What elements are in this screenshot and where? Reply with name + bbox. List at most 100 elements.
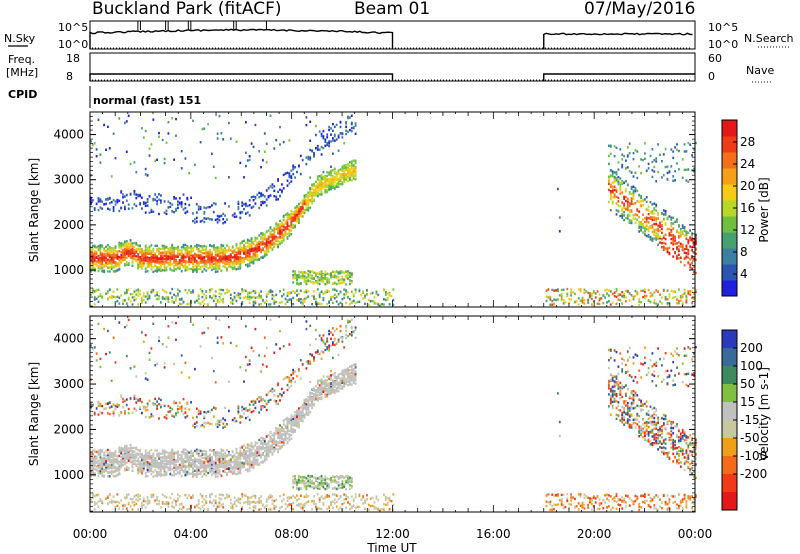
heatmap-cell	[662, 209, 665, 212]
heatmap-cell	[332, 274, 334, 277]
heatmap-cell	[290, 175, 293, 178]
heatmap-cell	[275, 139, 278, 142]
heatmap-cell	[267, 292, 270, 295]
heatmap-cell	[296, 220, 298, 223]
heatmap-cell	[229, 258, 232, 262]
heatmap-cell	[199, 267, 202, 271]
heatmap-cell	[137, 452, 140, 455]
heatmap-cell	[662, 241, 665, 244]
heatmap-cell	[203, 268, 206, 271]
heatmap-cell	[237, 251, 240, 255]
heatmap-cell	[144, 500, 147, 503]
heatmap-cell	[683, 251, 686, 254]
heatmap-cell	[188, 267, 191, 270]
heatmap-cell	[108, 501, 111, 504]
heatmap-cell	[333, 186, 336, 189]
heatmap-cell	[165, 297, 168, 301]
heatmap-cell	[626, 155, 629, 158]
heatmap-cell	[625, 289, 627, 292]
heatmap-cell	[93, 464, 96, 467]
heatmap-cell	[581, 299, 584, 302]
heatmap-cell	[211, 260, 213, 263]
heatmap-cell	[209, 258, 211, 261]
heatmap-cell	[103, 461, 105, 464]
heatmap-cell	[152, 249, 155, 252]
heatmap-cell	[632, 175, 635, 178]
heatmap-cell	[341, 136, 344, 139]
heatmap-cell	[311, 198, 313, 201]
heatmap-cell	[114, 261, 117, 264]
heatmap-cell	[661, 160, 663, 163]
power-heatmap-cells	[90, 114, 697, 307]
heatmap-cell	[91, 254, 94, 257]
heatmap-cell	[148, 147, 151, 150]
heatmap-cell	[101, 450, 104, 453]
heatmap-cell	[332, 129, 334, 132]
heatmap-cell	[141, 331, 143, 334]
heatmap-cell	[141, 505, 143, 508]
heatmap-cell	[575, 300, 578, 303]
heatmap-cell	[347, 273, 349, 276]
heatmap-cell	[105, 461, 107, 464]
heatmap-cell	[169, 250, 172, 253]
heatmap-cell	[243, 296, 245, 299]
heatmap-cell	[203, 261, 206, 265]
heatmap-cell	[239, 263, 242, 266]
heatmap-cell	[284, 172, 287, 175]
heatmap-cell	[133, 257, 136, 260]
heatmap-cell	[214, 260, 217, 263]
heatmap-cell	[685, 233, 688, 237]
heatmap-cell	[625, 188, 627, 191]
heatmap-cell	[685, 237, 688, 240]
heatmap-cell	[326, 190, 329, 194]
heatmap-cell	[661, 212, 663, 215]
heatmap-cell	[205, 259, 208, 263]
heatmap-cell	[195, 253, 198, 257]
heatmap-cell	[112, 206, 115, 209]
heatmap-cell	[681, 158, 684, 161]
heatmap-cell	[615, 146, 618, 150]
heatmap-cell	[678, 248, 680, 251]
heatmap-cell	[212, 244, 215, 247]
heatmap-cell	[299, 154, 302, 158]
heatmap-cell	[148, 294, 151, 298]
heatmap-cell	[107, 291, 109, 295]
heatmap-cell	[107, 452, 109, 455]
heatmap-cell	[141, 463, 143, 467]
heatmap-cell	[207, 255, 209, 258]
heatmap-cell	[275, 239, 278, 242]
heatmap-cell	[110, 175, 113, 178]
heatmap-cell	[330, 182, 332, 186]
heatmap-cell	[350, 160, 353, 163]
heatmap-cell	[127, 247, 130, 251]
heatmap-cell	[290, 169, 293, 172]
heatmap-cell	[137, 261, 140, 264]
heatmap-cell	[105, 464, 107, 468]
heatmap-cell	[681, 293, 684, 296]
heatmap-cell	[207, 259, 209, 263]
heatmap-cell	[93, 461, 96, 465]
heatmap-cell	[214, 218, 217, 222]
heatmap-cell	[354, 167, 357, 171]
heatmap-cell	[156, 249, 158, 253]
heatmap-cell	[628, 204, 631, 208]
heatmap-cell	[118, 255, 121, 259]
heatmap-cell	[608, 294, 610, 297]
heatmap-cell	[309, 156, 312, 159]
nsearch-label: N.Search	[744, 32, 794, 45]
heatmap-cell	[668, 227, 671, 231]
heatmap-cell	[218, 259, 221, 262]
heatmap-cell	[330, 127, 332, 130]
heatmap-cell	[339, 168, 342, 171]
heatmap-cell	[105, 261, 107, 264]
heatmap-cell	[243, 252, 245, 255]
heatmap-cell	[551, 288, 554, 291]
heatmap-cell	[108, 262, 111, 265]
heatmap-cell	[649, 291, 652, 295]
heatmap-cell	[218, 251, 221, 255]
heatmap-cell	[108, 466, 111, 470]
heatmap-cell	[90, 407, 92, 410]
heatmap-cell	[122, 450, 124, 453]
heatmap-cell	[133, 193, 136, 196]
heatmap-cell	[237, 205, 240, 209]
